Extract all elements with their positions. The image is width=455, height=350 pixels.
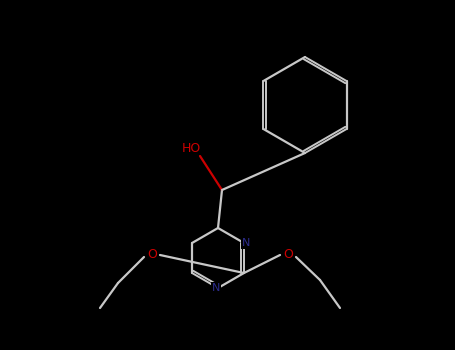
Text: O: O <box>283 248 293 261</box>
Text: HO: HO <box>182 141 201 154</box>
Text: N: N <box>242 238 250 248</box>
Text: N: N <box>212 283 220 293</box>
Text: O: O <box>147 248 157 261</box>
